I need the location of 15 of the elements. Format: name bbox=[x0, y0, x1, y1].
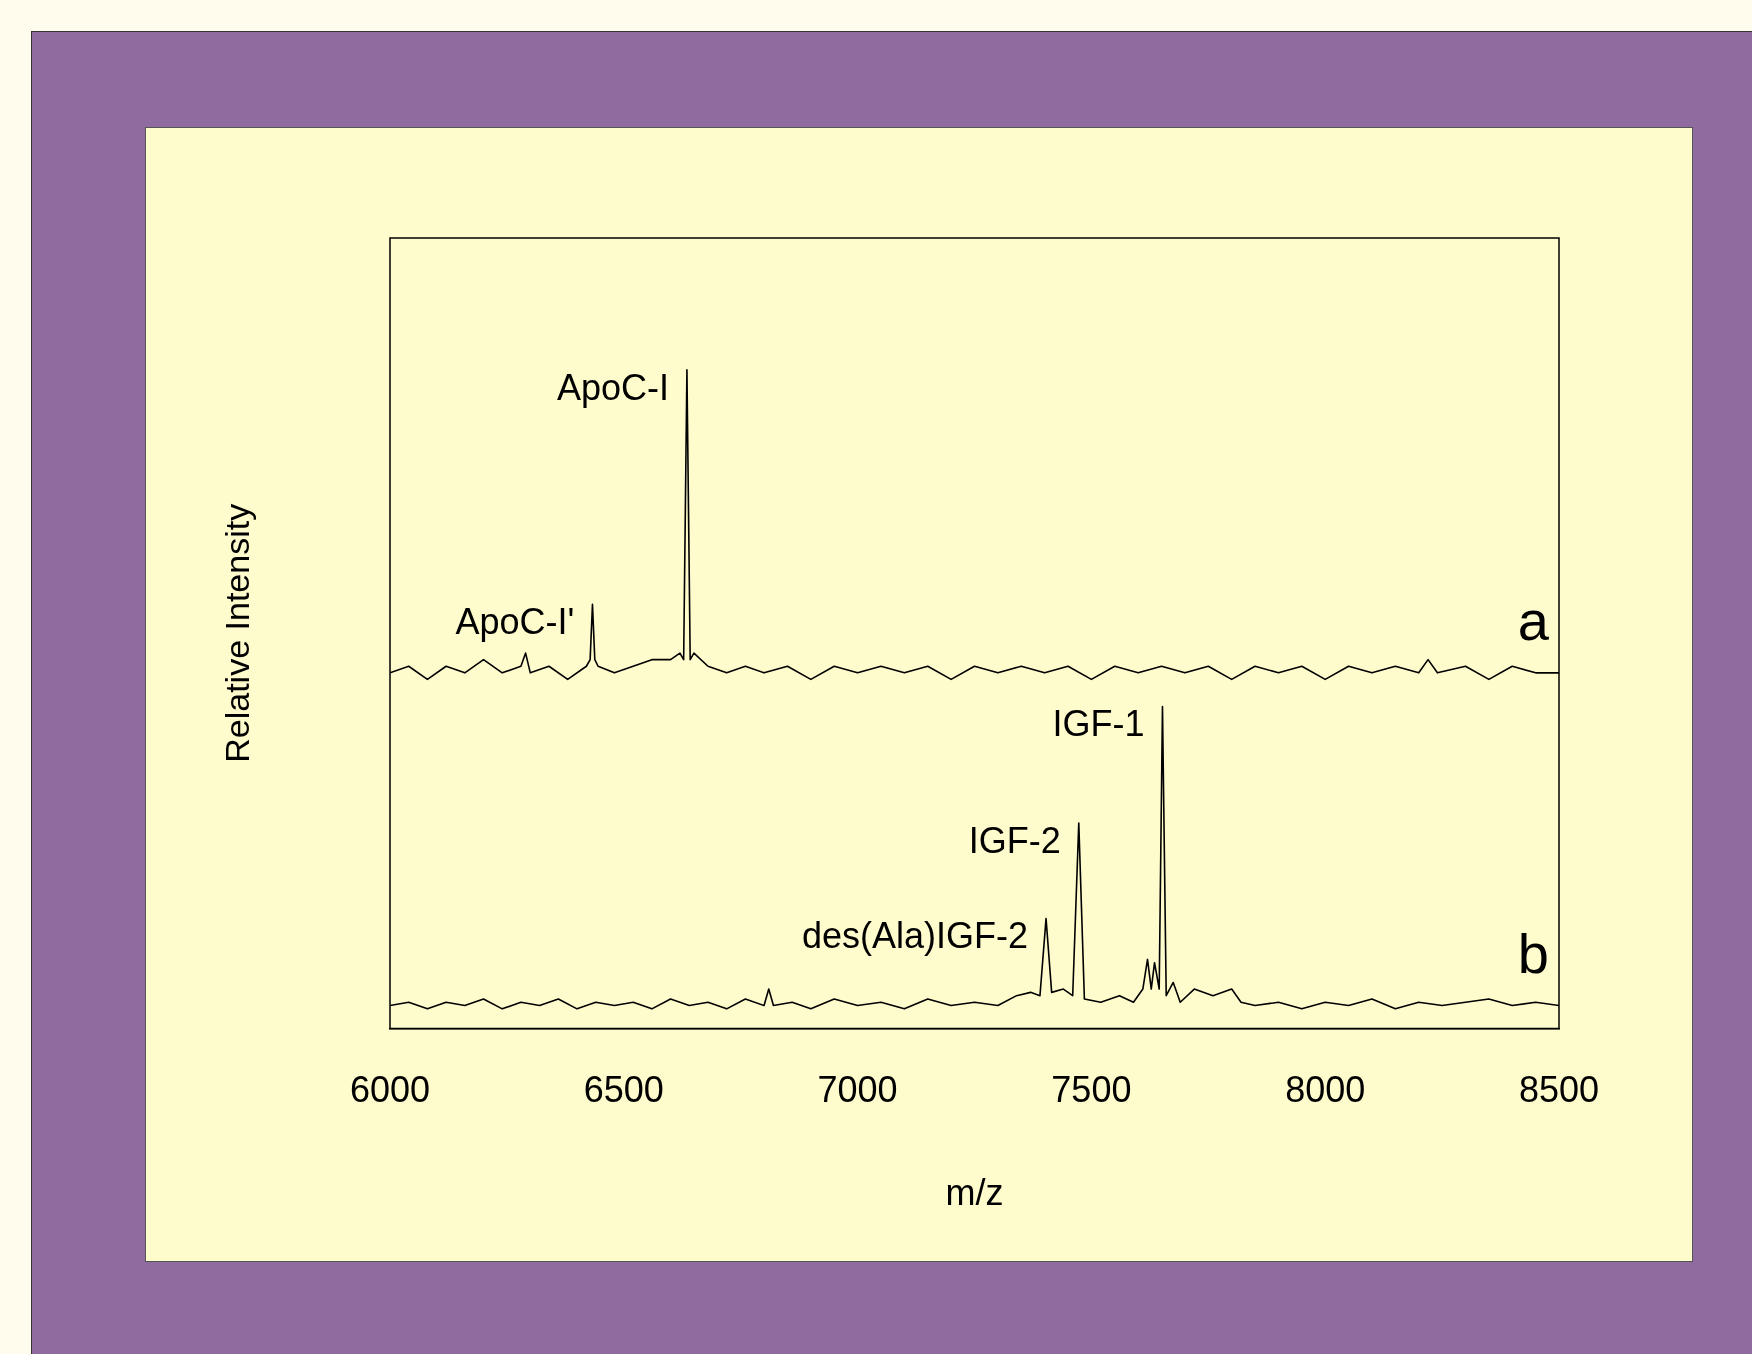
x-tick-label: 7000 bbox=[817, 1069, 898, 1111]
x-tick-label: 6000 bbox=[349, 1069, 431, 1111]
x-tick-label: 6500 bbox=[583, 1069, 664, 1111]
x-tick-label: 8500 bbox=[1518, 1069, 1600, 1111]
y-axis-title: Relative Intensity bbox=[218, 503, 257, 763]
annotation: IGF-2 bbox=[968, 819, 1061, 861]
annotation: IGF-1 bbox=[1052, 703, 1145, 745]
series-label: a bbox=[1517, 589, 1550, 653]
x-tick-label: 7500 bbox=[1051, 1069, 1132, 1111]
annotation: des(Ala)IGF-2 bbox=[801, 915, 1029, 957]
annotation: ApoC-I' bbox=[455, 601, 575, 643]
series-label: b bbox=[1517, 921, 1549, 985]
x-tick-label: 8000 bbox=[1285, 1069, 1366, 1111]
x-axis-title: m/z bbox=[945, 1172, 1004, 1214]
annotation: ApoC-I bbox=[556, 366, 669, 408]
